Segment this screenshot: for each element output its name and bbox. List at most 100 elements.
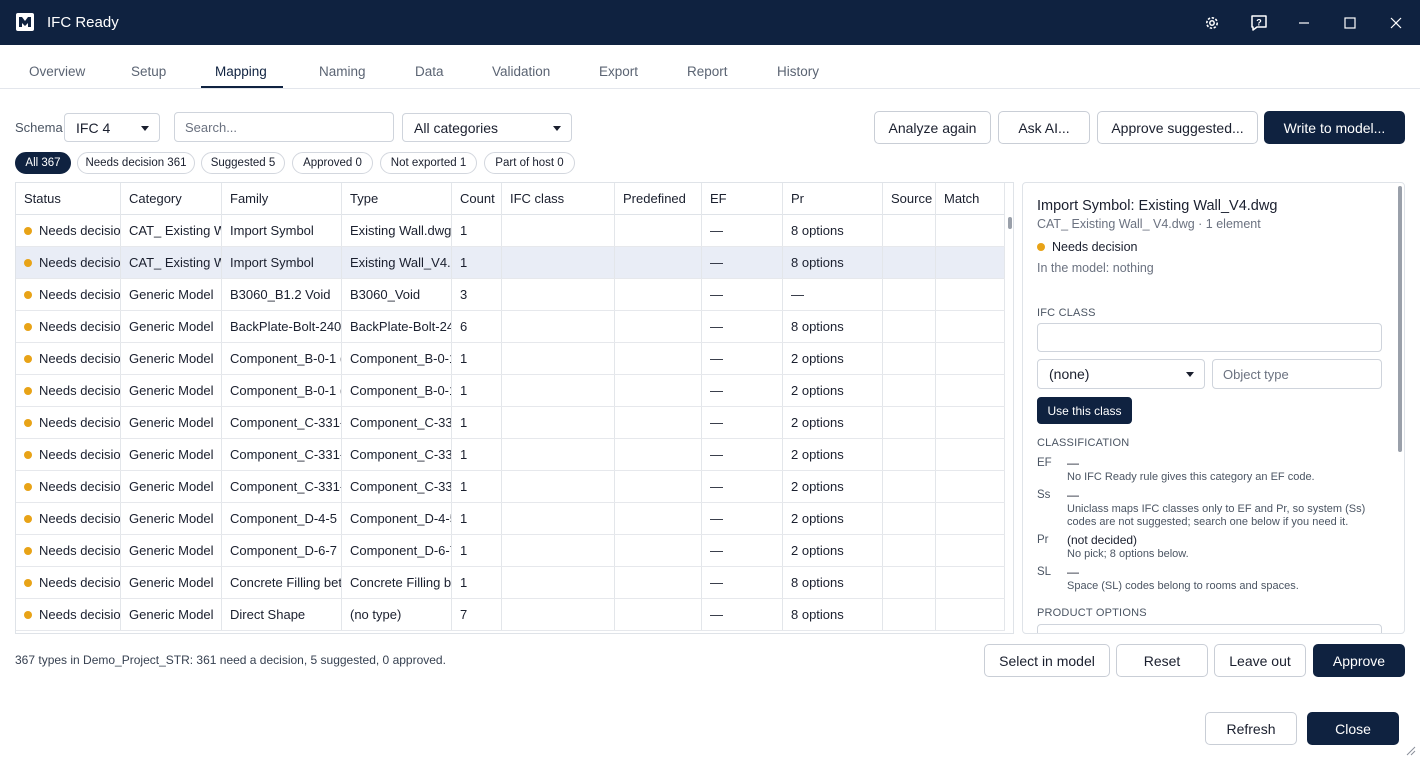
status-text: Needs decision <box>39 351 121 366</box>
schema-value: IFC 4 <box>76 119 111 136</box>
status-dot <box>1037 243 1045 251</box>
status-dot <box>24 227 32 235</box>
panel-scrollbar[interactable] <box>1398 186 1402 452</box>
resize-grip-icon[interactable] <box>1404 744 1416 756</box>
cell-match <box>936 407 1005 438</box>
table-row[interactable]: Needs decision Generic Model Component_B-0… <box>16 375 1005 407</box>
cell-type: Component_B-0-1 <box>342 375 452 406</box>
active-tab-indicator <box>201 86 283 88</box>
table-row[interactable]: Needs decision Generic Model Concrete Fill… <box>16 567 1005 599</box>
column-header-family[interactable]: Family <box>222 183 342 215</box>
tab-naming[interactable]: Naming <box>319 64 366 79</box>
cell-family: Import Symbol <box>222 247 342 278</box>
cell-source <box>883 535 936 566</box>
table-row[interactable]: Needs decision Generic Model Component_B-0… <box>16 343 1005 375</box>
panel-status: Needs decision <box>1037 240 1137 254</box>
search-input[interactable]: Search... <box>174 112 394 142</box>
table-row[interactable]: Needs decision Generic Model Component_C-3… <box>16 407 1005 439</box>
tab-setup[interactable]: Setup <box>131 64 167 79</box>
tab-validation[interactable]: Validation <box>492 64 551 79</box>
filter-chip-not-exported[interactable]: Not exported 1 <box>380 152 477 174</box>
predefined-select[interactable]: (none) <box>1037 359 1205 389</box>
product-options-list[interactable] <box>1037 624 1382 633</box>
write-to-model-button[interactable]: Write to model... <box>1264 111 1405 144</box>
help-icon[interactable]: ? <box>1248 12 1270 34</box>
ask-ai-button[interactable]: Ask AI... <box>998 111 1090 144</box>
tab-report[interactable]: Report <box>687 64 728 79</box>
column-header-type[interactable]: Type <box>342 183 452 215</box>
cell-match <box>936 247 1005 278</box>
column-header-match[interactable]: Match <box>936 183 1005 215</box>
close-button[interactable]: Close <box>1307 712 1399 745</box>
filter-chip-all[interactable]: All 367 <box>15 152 71 174</box>
status-dot <box>24 579 32 587</box>
tab-data[interactable]: Data <box>415 64 444 79</box>
column-header-status[interactable]: Status <box>16 183 121 215</box>
classification-note: Space (SL) codes belong to rooms and spa… <box>1067 580 1299 592</box>
cell-family: Component_D-6-7 <box>222 535 342 566</box>
tab-overview[interactable]: Overview <box>29 64 86 79</box>
filter-chip-approved[interactable]: Approved 0 <box>292 152 373 174</box>
tab-history[interactable]: History <box>777 64 820 79</box>
column-header-ifc-class[interactable]: IFC class <box>502 183 615 215</box>
filter-chip-part-of-host[interactable]: Part of host 0 <box>484 152 575 174</box>
table-row[interactable]: Needs decision Generic Model Direct Shape(… <box>16 599 1005 631</box>
refresh-button[interactable]: Refresh <box>1205 712 1297 745</box>
filter-chip-suggested[interactable]: Suggested 5 <box>201 152 285 174</box>
table-row[interactable]: Needs decision Generic Model Component_C-3… <box>16 439 1005 471</box>
table-scrollbar[interactable] <box>1007 215 1013 633</box>
cell-pr: 2 options <box>783 503 883 534</box>
column-header-source[interactable]: Source <box>883 183 936 215</box>
scrollbar-thumb[interactable] <box>1008 217 1012 229</box>
cell-ifc-class <box>502 343 615 374</box>
cell-family: BackPlate-Bolt-240 <box>222 311 342 342</box>
tab-export[interactable]: Export <box>599 64 639 79</box>
column-header-pr[interactable]: Pr <box>783 183 883 215</box>
status-text: Needs decision <box>39 511 121 526</box>
minimize-icon[interactable] <box>1293 12 1315 34</box>
approve-button[interactable]: Approve <box>1313 644 1405 677</box>
table-row[interactable]: Needs decision Generic Model B3060_B1.2 Vo… <box>16 279 1005 311</box>
cell-source <box>883 311 936 342</box>
status-dot <box>24 323 32 331</box>
status-text: Needs decision <box>39 319 121 334</box>
object-type-input[interactable]: Object type <box>1212 359 1382 389</box>
leave-out-button[interactable]: Leave out <box>1214 644 1306 677</box>
table-row[interactable]: Needs decision Generic Model Component_D-6… <box>16 535 1005 567</box>
use-this-class-button[interactable]: Use this class <box>1037 397 1132 424</box>
cell-predefined <box>615 567 702 598</box>
classification-code: Pr <box>1037 534 1049 546</box>
classification-code: EF <box>1037 457 1052 469</box>
tab-mapping[interactable]: Mapping <box>215 64 267 79</box>
schema-select[interactable]: IFC 4 <box>64 113 160 142</box>
cell-pr: 8 options <box>783 567 883 598</box>
column-header-category[interactable]: Category <box>121 183 222 215</box>
table-row[interactable]: Needs decision Generic Model Component_C-3… <box>16 471 1005 503</box>
close-icon[interactable] <box>1385 12 1407 34</box>
table-row[interactable]: Needs decision Generic Model Component_D-4… <box>16 503 1005 535</box>
cell-count: 1 <box>452 375 502 406</box>
status-dot <box>24 451 32 459</box>
gear-icon[interactable] <box>1201 12 1223 34</box>
cell-pr: 2 options <box>783 471 883 502</box>
maximize-icon[interactable] <box>1339 12 1361 34</box>
column-header-ef[interactable]: EF <box>702 183 783 215</box>
category-select[interactable]: All categories <box>402 113 572 142</box>
reset-button[interactable]: Reset <box>1116 644 1208 677</box>
table-row[interactable]: Needs decision Generic Model BackPlate-Bol… <box>16 311 1005 343</box>
status-text: Needs decision <box>39 287 121 302</box>
select-in-model-button[interactable]: Select in model <box>984 644 1110 677</box>
ifc-class-input[interactable] <box>1037 323 1382 352</box>
chevron-down-icon <box>553 125 561 131</box>
status-dot <box>24 419 32 427</box>
filter-chip-needs-decision[interactable]: Needs decision 361 <box>77 152 195 174</box>
cell-category: Generic Model <box>121 567 222 598</box>
cell-count: 1 <box>452 215 502 246</box>
approve-suggested-button[interactable]: Approve suggested... <box>1097 111 1258 144</box>
column-header-count[interactable]: Count <box>452 183 502 215</box>
cell-family: Component_B-0-1 ( <box>222 375 342 406</box>
analyze-again-button[interactable]: Analyze again <box>874 111 991 144</box>
column-header-predefined[interactable]: Predefined <box>615 183 702 215</box>
